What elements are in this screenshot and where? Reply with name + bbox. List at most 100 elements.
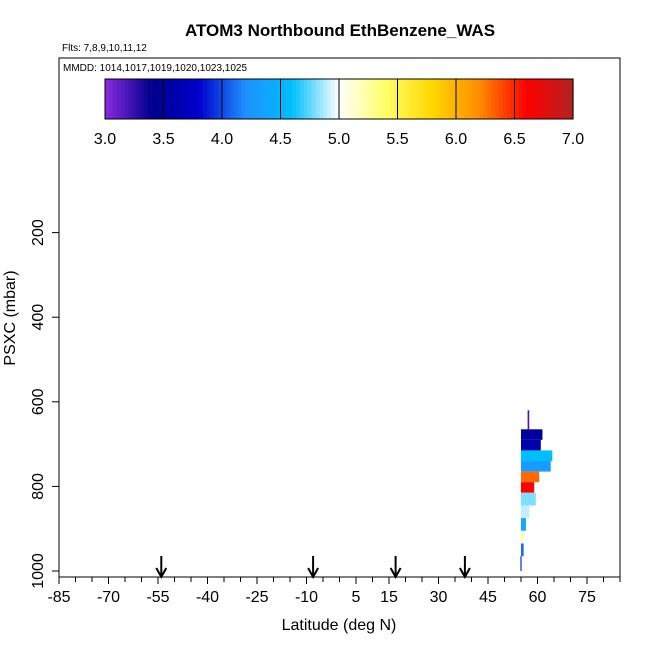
colorbar: 3.0 3.5 4.0 4.5 5.0 5.5 6.0 6.5 7.0 (94, 78, 584, 148)
colorbar-segment (323, 79, 328, 119)
colorbar-segment (307, 79, 313, 119)
chart-title: ATOM3 Northbound EthBenzene_WAS (185, 21, 495, 40)
x-tick-label: 30 (430, 589, 448, 606)
x-tick-label: 15 (380, 589, 398, 606)
colorbar-segment (475, 79, 480, 119)
flight-marker-arrowhead (155, 567, 168, 580)
colorbar-segment (167, 79, 172, 119)
colorbar-segment (151, 79, 157, 119)
colorbar-segment (444, 79, 449, 119)
colorbar-segment (370, 79, 375, 119)
colorbar-segment (362, 79, 367, 119)
colorbar-segment (522, 79, 527, 119)
colorbar-segment (389, 79, 395, 119)
x-tick-label: -10 (295, 589, 318, 606)
colorbar-segment (222, 79, 227, 119)
colorbar-segment (366, 79, 371, 119)
x-tick-label: 5 (352, 589, 361, 606)
profile-band (521, 450, 553, 462)
colorbar-segment (358, 79, 363, 119)
colorbar-segment (405, 79, 410, 119)
colorbar-segment (186, 79, 192, 119)
colorbar-segment (346, 79, 352, 119)
colorbar-tick-label: 3.0 (94, 131, 116, 148)
colorbar-segment (463, 79, 469, 119)
colorbar-segment (557, 79, 562, 119)
colorbar-segment (537, 79, 543, 119)
profile-band (521, 439, 541, 451)
colorbar-tick-label: 6.0 (445, 131, 467, 148)
colorbar-segment (179, 79, 184, 119)
colorbar-segment (479, 79, 484, 119)
colorbar-segment (506, 79, 512, 119)
colorbar-segment (428, 79, 434, 119)
y-axis: 200 400 600 800 1000 (30, 219, 59, 589)
x-axis: -85 -70 -55 -40 -25 -10 5 15 30 45 60 75 (47, 577, 621, 606)
colorbar-segment (300, 79, 305, 119)
colorbar-segment (249, 79, 254, 119)
colorbar-segment (206, 79, 211, 119)
colorbar-segment (124, 79, 129, 119)
x-tick-label: -70 (97, 589, 120, 606)
y-tick-label: 1000 (30, 553, 47, 589)
colorbar-segment (518, 79, 523, 119)
colorbar-segment (163, 79, 168, 119)
colorbar-segment (237, 79, 243, 119)
colorbar-tick-label: 5.0 (328, 131, 350, 148)
colorbar-segment (147, 79, 153, 119)
colorbar-tick-label: 3.5 (152, 131, 174, 148)
colorbar-segment (144, 79, 149, 119)
colorbar-segment (417, 79, 422, 119)
colorbar-segment (331, 79, 336, 119)
y-tick-label: 600 (30, 388, 47, 415)
colorbar-segment (393, 79, 399, 119)
colorbar-segment (120, 79, 126, 119)
y-tick-label: 800 (30, 473, 47, 500)
colorbar-tick-label: 4.0 (211, 131, 233, 148)
colorbar-segment (354, 79, 360, 119)
colorbar-segment (553, 79, 558, 119)
colorbar-segment (257, 79, 262, 119)
colorbar-segment (420, 79, 426, 119)
flight-marker-arrowhead (307, 567, 319, 580)
colorbar-segment (198, 79, 204, 119)
y-tick-label: 400 (30, 304, 47, 331)
colorbar-segment (541, 79, 547, 119)
colorbar-segment (456, 79, 461, 119)
colorbar-segment (268, 79, 274, 119)
colorbar-segment (432, 79, 438, 119)
x-axis-label: Latitude (deg N) (282, 617, 397, 634)
colorbar-segment (261, 79, 266, 119)
profile-band (521, 518, 526, 531)
colorbar-segment (565, 79, 570, 119)
colorbar-segment (218, 79, 223, 119)
colorbar-segment (202, 79, 207, 119)
colorbar-segment (112, 79, 118, 119)
colorbar-segment (452, 79, 457, 119)
colorbar-segment (183, 79, 188, 119)
y-axis-label: PSXC (mbar) (2, 270, 19, 365)
colorbar-segment (155, 79, 161, 119)
colorbar-segment (319, 79, 324, 119)
colorbar-segment (225, 79, 231, 119)
colorbar-segment (214, 79, 219, 119)
colorbar-segment (327, 79, 332, 119)
x-tick-label: -55 (146, 589, 169, 606)
colorbar-segment (448, 79, 453, 119)
colorbar-segment (335, 79, 340, 119)
colorbar-segment (483, 79, 488, 119)
colorbar-segment (229, 79, 235, 119)
profile-band (521, 429, 543, 440)
colorbar-segment (530, 79, 535, 119)
colorbar-segment (487, 79, 492, 119)
profile-band (520, 556, 522, 571)
colorbar-segment (171, 79, 176, 119)
colorbar-segment (245, 79, 250, 119)
colorbar-segment (292, 79, 297, 119)
colorbar-segment (272, 79, 278, 119)
profile-band (527, 410, 530, 430)
colorbar-segment (288, 79, 293, 119)
colorbar-segment (471, 79, 477, 119)
colorbar-tick-label: 7.0 (562, 131, 584, 148)
colorbar-segment (440, 79, 445, 119)
